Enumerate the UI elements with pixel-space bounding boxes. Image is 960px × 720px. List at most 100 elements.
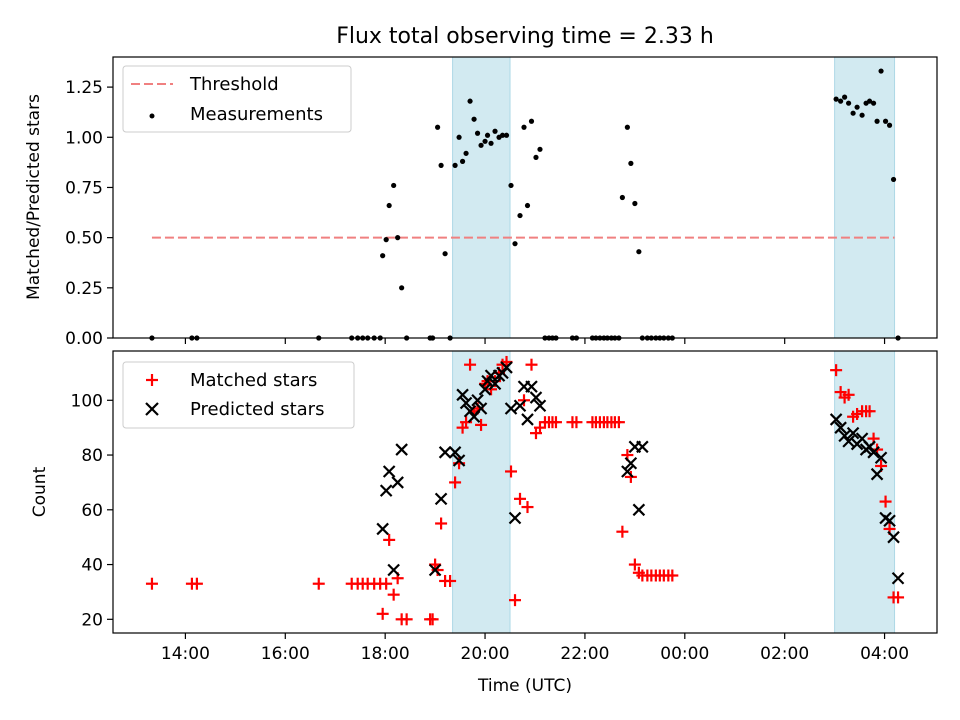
cross-stroke-b: [456, 388, 469, 402]
measurement-point: [521, 124, 527, 130]
measurement-point: [878, 68, 884, 74]
legend-measurements-swatch: [149, 113, 155, 119]
matched-star-point: [400, 613, 413, 626]
cross-stroke-b: [842, 435, 855, 448]
predicted-star-point: [842, 435, 855, 448]
matched-star-point: [549, 416, 562, 429]
bottom-x-axis-ticks: 14:00 16:00 18:00 20:00 22:00 00:00 02:00 04:00: [161, 633, 909, 664]
measurement-point: [624, 124, 630, 130]
legend-predicted-swatch: [145, 402, 159, 416]
measurement-point: [524, 202, 531, 209]
predicted-star-point: [438, 446, 452, 459]
predicted-star-point: [834, 421, 847, 434]
matched-star-point: [628, 558, 641, 571]
predicted-star-point: [508, 511, 522, 525]
matched-star-point: [624, 470, 637, 483]
measurement-point: [452, 162, 458, 168]
predicted-star-point: [376, 522, 389, 536]
cross-stroke-b: [870, 467, 884, 481]
bottom-legend: Matched stars Predicted stars: [122, 361, 355, 429]
predicted-star-point: [521, 413, 534, 426]
cross-stroke-b: [395, 443, 408, 456]
measurement-point: [512, 241, 518, 247]
cross-stroke-b: [488, 377, 502, 391]
y-tick-label: 1.00: [65, 128, 103, 148]
measurement-point: [386, 202, 392, 209]
measurement-point: [833, 96, 839, 102]
matched-star-point: [435, 517, 448, 530]
cross-stroke-b: [471, 394, 484, 407]
measurement-point: [482, 138, 488, 144]
matched-star-point: [616, 525, 629, 538]
predicted-star-point: [382, 465, 396, 478]
x-tick-label: 16:00: [261, 644, 310, 664]
cross-stroke-b: [829, 413, 843, 426]
cross-stroke-b: [478, 383, 492, 396]
cross-stroke-b: [434, 492, 448, 506]
x-tick-label: 04:00: [860, 644, 909, 664]
matched-star-point: [449, 476, 462, 489]
top-plot-frame: [112, 56, 938, 339]
predicted-star-point: [459, 396, 473, 410]
measurement-point: [508, 182, 514, 189]
matched-star-point: [145, 577, 158, 590]
cross-stroke-b: [391, 476, 404, 489]
measurement-point: [874, 118, 880, 124]
cross-stroke-b: [632, 503, 646, 517]
measurement-point: [533, 154, 539, 160]
predicted-star-point: [883, 514, 896, 528]
legend-matched-swatch: [146, 374, 158, 386]
cross-stroke-b: [529, 391, 543, 404]
bottom-y-axis-ticks: 20 40 60 80 100: [71, 391, 113, 630]
legend-matched-label: Matched stars: [190, 370, 317, 391]
cross-stroke-b: [452, 454, 466, 467]
predicted-star-point: [867, 446, 880, 459]
observing-span-0: [452, 56, 511, 339]
cross-stroke-b: [624, 456, 638, 470]
predicted-star-point: [624, 456, 638, 470]
matched-star-point: [383, 533, 396, 546]
x-tick-label: 02:00: [760, 644, 809, 664]
matched-star-point: [387, 588, 400, 601]
legend-measurements-label: Measurements: [190, 104, 323, 125]
predicted-star-point: [481, 374, 494, 388]
top-y-axis-ticks: 0.00 0.25 0.50 0.75 1.00 1.25: [65, 78, 113, 349]
chart-title: Flux total observing time = 2.33 h: [336, 24, 714, 49]
x-tick-label: 18:00: [361, 644, 410, 664]
measurement-point: [499, 132, 506, 138]
measurement-point: [870, 100, 877, 106]
predicted-star-point: [513, 399, 527, 413]
predicted-star-point: [504, 402, 518, 415]
matched-star-point: [444, 574, 457, 587]
y-tick-label: 0.00: [65, 329, 103, 349]
measurement-point: [636, 249, 642, 255]
cross-stroke-b: [500, 361, 513, 374]
predicted-star-point: [525, 380, 538, 393]
predicted-star-point: [379, 484, 393, 497]
predicted-star-point: [471, 394, 484, 407]
matched-star-point: [666, 569, 679, 582]
predicted-star-point: [846, 426, 860, 440]
bottom-legend-box: [122, 361, 355, 429]
measurement-point: [517, 212, 523, 219]
measurement-point: [467, 98, 473, 104]
predicted-star-point: [456, 388, 469, 402]
measurement-point: [435, 124, 441, 130]
predicted-star-point: [870, 467, 884, 481]
matched-star-point: [892, 591, 905, 604]
predicted-star-point: [874, 451, 888, 465]
cross-stroke-b: [874, 451, 888, 465]
predicted-star-point: [428, 563, 442, 577]
matched-star-point: [509, 594, 522, 607]
measurement-point: [380, 253, 386, 259]
cross-stroke-b: [379, 484, 393, 497]
cross-stroke-b: [887, 530, 900, 544]
cross-stroke-b: [387, 563, 400, 577]
matched-star-point: [525, 358, 538, 371]
cross-stroke-b: [834, 421, 847, 434]
legend-predicted-label: Predicted stars: [190, 399, 324, 420]
measurement-point: [866, 98, 873, 104]
measurement-point: [528, 118, 535, 124]
measurement-point: [474, 130, 481, 136]
matched-star-point: [863, 405, 876, 418]
